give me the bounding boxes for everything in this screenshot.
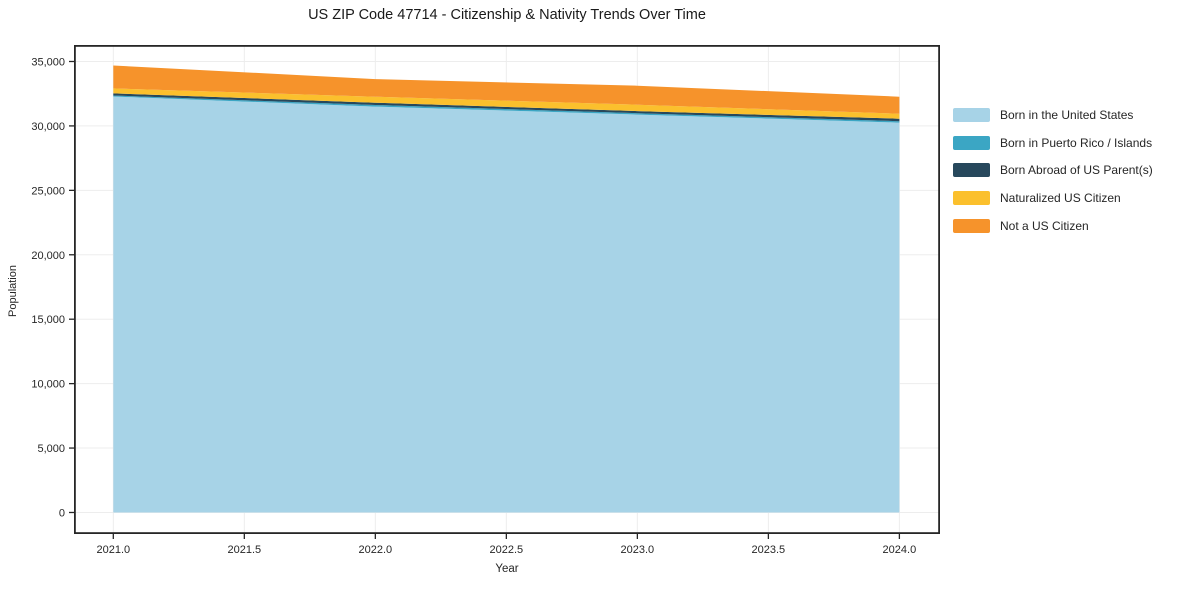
legend-swatch: [953, 107, 990, 122]
y-tick-label: 25,000: [31, 185, 65, 197]
x-tick-label: 2023.0: [621, 544, 655, 556]
axis-spines: [73, 44, 941, 535]
y-tick-label: 0: [59, 507, 65, 519]
x-tick-label: 2022.0: [359, 544, 393, 556]
legend-swatch: [953, 163, 990, 178]
legend-swatch: [953, 190, 990, 205]
area-series-3: [113, 88, 900, 119]
legend: Born in the United States Born in Puerto …: [953, 101, 1153, 239]
legend-item: Born in the United States: [953, 101, 1153, 129]
legend-swatch: [953, 135, 990, 150]
x-tick-label: 2021.5: [227, 544, 261, 556]
legend-label: Born in the United States: [1000, 107, 1134, 122]
area-series-0: [113, 96, 900, 513]
legend-item: Not a US Citizen: [953, 212, 1153, 240]
area-series-4: [113, 65, 900, 114]
y-tick-label: 10,000: [31, 379, 65, 391]
chart-title: US ZIP Code 47714 - Citizenship & Nativi…: [308, 7, 706, 23]
area-series-1: [113, 95, 900, 123]
x-axis-label: Year: [495, 563, 519, 575]
tick-marks: [69, 60, 901, 539]
y-tick-label: 15,000: [31, 314, 65, 326]
legend-label: Born in Puerto Rico / Islands: [1000, 135, 1153, 150]
legend-item: Born in Puerto Rico / Islands: [953, 129, 1153, 157]
tick-labels: 2021.0 2021.5 2022.0 2022.5 2023.0 2023.5 2024…: [31, 56, 916, 556]
x-tick-label: 2023.5: [752, 544, 786, 556]
x-tick-label: 2021.0: [96, 544, 130, 556]
plot-area: 2021.0 2021.5 2022.0 2022.5 2023.0 2023.5 2024…: [31, 44, 941, 556]
legend-label: Naturalized US Citizen: [1000, 190, 1121, 205]
y-axis-label: Population: [7, 265, 19, 317]
legend-item: Born Abroad of US Parent(s): [953, 156, 1153, 184]
y-tick-label: 35,000: [31, 56, 65, 68]
legend-swatch: [953, 218, 990, 233]
y-tick-label: 30,000: [31, 121, 65, 133]
legend-label: Born Abroad of US Parent(s): [1000, 163, 1153, 178]
y-tick-label: 20,000: [31, 250, 65, 262]
x-tick-label: 2022.5: [490, 544, 524, 556]
stacked-areas: [113, 65, 900, 513]
y-tick-label: 5,000: [37, 443, 65, 455]
x-tick-label: 2024.0: [883, 544, 917, 556]
area-series-2: [113, 93, 900, 122]
legend-item: Naturalized US Citizen: [953, 184, 1153, 212]
legend-label: Not a US Citizen: [1000, 218, 1089, 233]
